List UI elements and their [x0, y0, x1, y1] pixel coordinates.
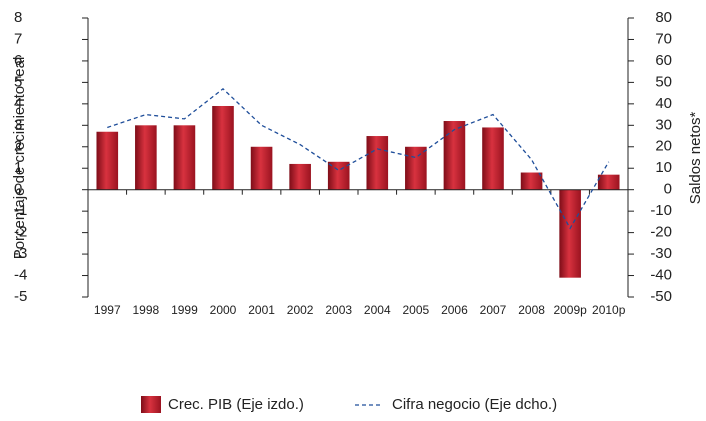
y-tick-label: -5 [14, 288, 27, 305]
legend-swatch [141, 396, 161, 413]
x-tick-label: 2005 [403, 303, 430, 317]
bar [173, 125, 196, 190]
y-tick-label: -3 [14, 245, 27, 262]
x-tick-label: 2007 [480, 303, 507, 317]
bar [135, 125, 157, 190]
x-tick-label: 2004 [364, 303, 391, 317]
bar [597, 174, 620, 190]
x-tick-label: 1998 [133, 303, 160, 317]
y-tick-label: 5 [14, 73, 22, 90]
x-tick-label: 2010p [592, 303, 626, 317]
x-tick-label: 2008 [518, 303, 545, 317]
bar [405, 146, 427, 190]
x-tick-label: 2009p [553, 303, 587, 317]
y2-tick-label: -40 [650, 267, 672, 284]
y2-tick-label: 50 [655, 73, 672, 90]
y2-tick-label: 10 [655, 159, 672, 176]
y2-tick-label: 40 [655, 95, 672, 112]
y2-tick-label: -10 [650, 202, 672, 219]
x-tick-label: 2000 [210, 303, 237, 317]
y-tick-label: -4 [14, 267, 27, 284]
y-tick-label: 2 [14, 138, 22, 155]
bar [212, 105, 234, 190]
y-tick-label: 8 [14, 9, 22, 26]
legend-label: Cifra negocio (Eje dcho.) [392, 396, 557, 413]
y-axis-label: Porcentaje de crecimiento real [11, 57, 28, 260]
line [107, 87, 610, 230]
bar [559, 189, 581, 278]
y-tick-label: 0 [14, 181, 22, 198]
y-tick-label: 4 [14, 95, 22, 112]
y-tick-label: -1 [14, 202, 27, 219]
x-tick-label: 2006 [441, 303, 468, 317]
y2-tick-label: -20 [650, 224, 672, 241]
x-tick-label: 2001 [248, 303, 275, 317]
bar [366, 136, 389, 190]
y-tick-label: -2 [14, 224, 27, 241]
x-tick-label: 1997 [94, 303, 121, 317]
x-tick-label: 2003 [325, 303, 352, 317]
y2-tick-label: 30 [655, 116, 672, 133]
y-tick-label: 1 [14, 159, 22, 176]
y2-tick-label: 60 [655, 52, 672, 69]
legend-label: Crec. PIB (Eje izdo.) [168, 396, 304, 413]
y-tick-label: 6 [14, 52, 22, 69]
y2-tick-label: -30 [650, 245, 672, 262]
bar [443, 121, 466, 190]
bar [327, 161, 350, 190]
y-tick-label: 7 [14, 30, 22, 47]
y2-tick-label: -50 [650, 288, 672, 305]
bar [482, 127, 504, 190]
y2-tick-label: 80 [655, 9, 672, 26]
y2-tick-label: 70 [655, 30, 672, 47]
x-tick-label: 1999 [171, 303, 198, 317]
y2-tick-label: 0 [664, 181, 672, 198]
bar [520, 172, 543, 190]
y2-tick-label: 20 [655, 138, 672, 155]
bar [250, 146, 273, 190]
y2-axis-label: Saldos netos* [687, 112, 704, 205]
y-tick-label: 3 [14, 116, 22, 133]
x-tick-label: 2002 [287, 303, 314, 317]
bar [289, 163, 311, 190]
bar [96, 131, 119, 190]
